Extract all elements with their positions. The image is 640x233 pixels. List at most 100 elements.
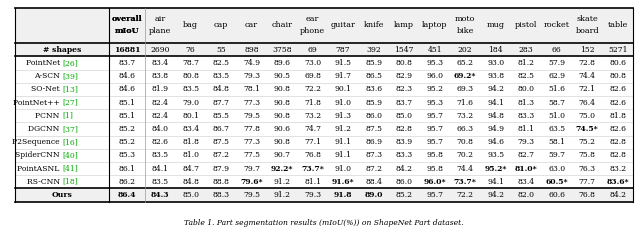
Bar — [511, 175, 541, 188]
Text: 60.5*: 60.5* — [545, 178, 568, 186]
Bar — [145, 109, 175, 122]
Bar — [328, 175, 358, 188]
Bar — [15, 83, 109, 96]
Bar — [511, 43, 541, 56]
Bar — [358, 70, 389, 83]
Bar — [15, 188, 109, 202]
Text: 91.7: 91.7 — [335, 72, 351, 80]
Text: 77.3: 77.3 — [243, 138, 260, 146]
Bar — [358, 56, 389, 70]
Bar — [572, 70, 602, 83]
Bar — [419, 175, 450, 188]
Bar — [602, 109, 633, 122]
Bar — [145, 83, 175, 96]
Bar — [236, 136, 267, 149]
Bar — [328, 162, 358, 175]
Text: car: car — [245, 21, 258, 29]
Bar — [206, 149, 236, 162]
Text: 5271: 5271 — [608, 45, 627, 54]
Text: 82.6: 82.6 — [609, 125, 627, 133]
Text: 86.4: 86.4 — [118, 191, 136, 199]
Bar — [450, 175, 481, 188]
Text: 83.3: 83.3 — [518, 112, 535, 120]
Text: 83.4: 83.4 — [518, 178, 535, 186]
Text: 83.5: 83.5 — [212, 72, 230, 80]
Text: 51.6: 51.6 — [548, 86, 565, 93]
Bar — [511, 83, 541, 96]
Text: 63.0: 63.0 — [548, 164, 565, 173]
Text: 85.0: 85.0 — [396, 112, 413, 120]
Text: 80.8: 80.8 — [609, 72, 627, 80]
Bar — [481, 96, 511, 109]
Text: 79.3: 79.3 — [304, 191, 321, 199]
Bar — [267, 162, 298, 175]
Bar — [109, 83, 145, 96]
Text: 88.3: 88.3 — [212, 191, 230, 199]
Bar — [450, 56, 481, 70]
Text: skate: skate — [577, 15, 598, 23]
Text: 77.1: 77.1 — [304, 138, 321, 146]
Bar — [389, 96, 419, 109]
Text: 90.5: 90.5 — [274, 72, 291, 80]
Bar — [419, 56, 450, 70]
Text: [18]: [18] — [62, 178, 78, 186]
Text: 96.0: 96.0 — [426, 72, 443, 80]
Bar — [267, 175, 298, 188]
Text: 72.1: 72.1 — [579, 86, 596, 93]
Bar — [236, 43, 267, 56]
Bar — [298, 188, 328, 202]
Text: [1]: [1] — [62, 112, 73, 120]
Bar — [206, 83, 236, 96]
Text: overall: overall — [111, 15, 142, 23]
Text: 90.8: 90.8 — [274, 99, 291, 107]
Text: 81.1: 81.1 — [304, 178, 321, 186]
Text: 72.8: 72.8 — [579, 59, 596, 67]
Bar — [267, 56, 298, 70]
Bar — [389, 136, 419, 149]
Text: 91.1: 91.1 — [335, 151, 351, 159]
Text: mIoU: mIoU — [115, 27, 139, 35]
Text: 79.5: 79.5 — [243, 112, 260, 120]
Text: 82.8: 82.8 — [396, 125, 413, 133]
Text: [41]: [41] — [62, 164, 78, 173]
Bar — [175, 175, 206, 188]
Bar — [236, 70, 267, 83]
Bar — [206, 109, 236, 122]
Text: 90.7: 90.7 — [274, 151, 291, 159]
Bar — [511, 149, 541, 162]
Text: [26]: [26] — [62, 59, 78, 67]
Text: [40]: [40] — [62, 151, 78, 159]
Bar — [175, 136, 206, 149]
Bar — [109, 188, 145, 202]
Bar — [541, 109, 572, 122]
Text: guitar: guitar — [331, 21, 356, 29]
Bar — [236, 149, 267, 162]
Text: 75.8: 75.8 — [579, 151, 596, 159]
Text: 75.0: 75.0 — [579, 112, 596, 120]
Text: 90.8: 90.8 — [274, 112, 291, 120]
Text: 86.2: 86.2 — [118, 178, 135, 186]
Text: 95.3: 95.3 — [426, 99, 444, 107]
Bar — [145, 96, 175, 109]
Text: phone: phone — [300, 27, 325, 35]
Text: 90.8: 90.8 — [274, 138, 291, 146]
Bar — [602, 122, 633, 136]
Bar — [511, 56, 541, 70]
Bar — [175, 8, 206, 43]
Text: 91.3: 91.3 — [335, 112, 352, 120]
Text: 77.3: 77.3 — [243, 99, 260, 107]
Text: 94.6: 94.6 — [487, 138, 504, 146]
Text: 90.1: 90.1 — [335, 86, 351, 93]
Bar — [236, 175, 267, 188]
Bar — [419, 83, 450, 96]
Bar — [389, 109, 419, 122]
Text: [16]: [16] — [62, 138, 78, 146]
Text: 90.8: 90.8 — [274, 86, 291, 93]
Text: bike: bike — [456, 27, 474, 35]
Text: 283: 283 — [519, 45, 534, 54]
Bar — [145, 8, 175, 43]
Bar — [572, 56, 602, 70]
Bar — [450, 122, 481, 136]
Text: 80.6: 80.6 — [609, 59, 627, 67]
Text: 451: 451 — [428, 45, 442, 54]
